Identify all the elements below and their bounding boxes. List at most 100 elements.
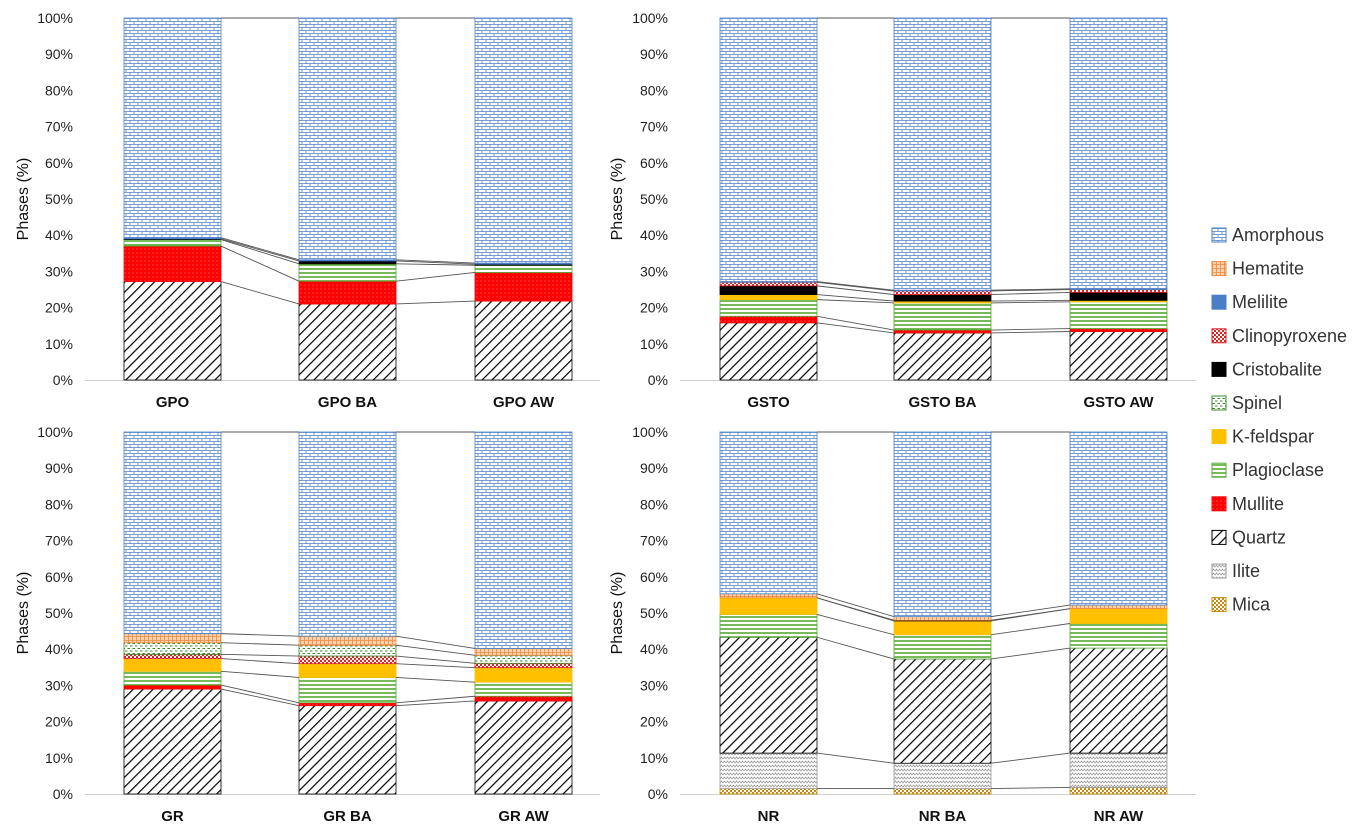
category-label: GSTO AW: [1083, 394, 1154, 411]
series-connector-line: [395, 655, 476, 664]
series-connector-line: [816, 299, 895, 304]
y-tick-label: 0%: [648, 786, 668, 802]
bar-segment-clinopyroxene: [298, 655, 397, 665]
legend-label: Mica: [1232, 595, 1271, 615]
series-connector-line: [990, 331, 1071, 334]
series-connector-line: [220, 245, 300, 282]
legend-label: K-feldspar: [1232, 427, 1314, 447]
series-connector-line: [990, 623, 1071, 636]
series-connector-line: [816, 315, 895, 331]
bar-segment-amorphous: [719, 431, 818, 595]
bar-segment-quartz: [474, 300, 573, 381]
bar-segment-plagioclase: [123, 239, 222, 247]
bar-segment-ilite: [893, 762, 992, 789]
series-connector-line: [816, 294, 895, 302]
bar-segment-spinel: [298, 644, 397, 657]
y-tick-label: 80%: [45, 496, 73, 512]
y-tick-label: 80%: [640, 496, 668, 512]
legend-swatch: [1211, 462, 1227, 478]
y-tick-label: 20%: [45, 714, 73, 730]
y-tick-label: 50%: [640, 605, 668, 621]
bar-segment-mullite: [893, 329, 992, 334]
legend-item-ilite: Ilite: [1211, 561, 1260, 581]
y-tick-label: 60%: [45, 155, 73, 171]
y-tick-label: 20%: [640, 714, 668, 730]
bar-segment-quartz: [123, 281, 222, 381]
bar-segment-plagioclase: [1069, 301, 1168, 329]
y-tick-label: 100%: [632, 10, 668, 26]
legend-item-quartz: Quartz: [1211, 527, 1286, 547]
series-connector-line: [816, 281, 895, 291]
bar-segment-quartz: [298, 303, 397, 381]
legend-item-amorphous: Amorphous: [1211, 225, 1324, 245]
bar-segment-plagioclase: [298, 677, 397, 704]
category-label: NR AW: [1094, 808, 1144, 825]
chart-panel-3: 0% 10% 20% 30% 40% 50% 60% 70% 80% 90% 100% Phases …: [15, 424, 600, 825]
bar-segment-plagioclase: [474, 681, 573, 697]
bar-segment-clinopyroxene: [893, 290, 992, 295]
legend-label: Plagioclase: [1232, 460, 1324, 480]
series-connector-line: [220, 281, 300, 305]
bar-segment-kfeldspar: [1069, 608, 1168, 624]
bar-segment-cristobalite: [893, 294, 992, 302]
y-tick-label: 40%: [640, 641, 668, 657]
legend-label: Spinel: [1232, 393, 1282, 413]
y-tick-label: 0%: [648, 372, 668, 388]
bar-segment-ilite: [719, 752, 818, 789]
series-connector-line: [990, 289, 1071, 292]
bar-segment-plagioclase: [719, 299, 818, 317]
legend-label: Hematite: [1232, 259, 1304, 279]
y-axis-label: Phases (%): [15, 572, 32, 655]
series-connector-line: [395, 635, 476, 649]
bar-segment-amorphous: [123, 17, 222, 239]
bar-segment-mullite: [298, 280, 397, 305]
category-label: GSTO BA: [908, 394, 976, 411]
bar-segment-plagioclase: [893, 302, 992, 331]
y-tick-label: 100%: [632, 424, 668, 440]
chart-panel-1: 0% 10% 20% 30% 40% 50% 60% 70% 80% 90% 100% Phases …: [15, 10, 600, 411]
legend-item-clinopyroxene: Clinopyroxene: [1211, 326, 1347, 346]
legend-label: Ilite: [1232, 561, 1260, 581]
legend-label: Amorphous: [1232, 225, 1324, 245]
y-tick-label: 10%: [640, 336, 668, 352]
legend-item-mica: Mica: [1211, 595, 1271, 615]
bar-segment-quartz: [893, 658, 992, 764]
category-label: GSTO: [747, 394, 790, 411]
y-axis-label: Phases (%): [609, 158, 626, 241]
bar-segment-amorphous: [123, 431, 222, 635]
bar-segment-quartz: [893, 332, 992, 381]
bar-segment-mica: [1069, 787, 1168, 795]
bar-segment-kfeldspar: [123, 658, 222, 672]
bar-segment-hematite: [298, 635, 397, 646]
bar-segment-clinopyroxene: [123, 653, 222, 660]
bar-segment-amorphous: [1069, 17, 1168, 290]
chart-panel-2: 0% 10% 20% 30% 40% 50% 60% 70% 80% 90% 100% Phases …: [609, 10, 1196, 411]
legend-swatch: [1211, 361, 1227, 377]
bar-segment-kfeldspar: [893, 620, 992, 636]
series-connector-line: [220, 688, 300, 707]
category-label: GPO: [156, 394, 190, 411]
y-tick-label: 70%: [45, 533, 73, 549]
series-connector-line: [990, 604, 1071, 618]
legend-label: Clinopyroxene: [1232, 326, 1347, 346]
legend-swatch: [1211, 563, 1227, 579]
legend-item-spinel: Spinel: [1211, 393, 1282, 413]
legend-item-cristobalite: Cristobalite: [1211, 359, 1322, 379]
series-connector-line: [816, 597, 895, 621]
legend-swatch: [1211, 529, 1227, 545]
y-tick-label: 90%: [45, 46, 73, 62]
y-tick-label: 100%: [37, 10, 73, 26]
y-tick-label: 20%: [640, 300, 668, 316]
series-connector-line: [395, 700, 476, 707]
bar-segment-plagioclase: [1069, 623, 1168, 649]
legend-swatch: [1211, 496, 1227, 512]
legend-swatch: [1211, 395, 1227, 411]
series-connector-line: [990, 288, 1071, 291]
y-axis-label: Phases (%): [609, 572, 626, 655]
category-label: GR: [161, 808, 184, 825]
bar-segment-plagioclase: [893, 634, 992, 660]
bar-segment-clinopyroxene: [719, 281, 818, 287]
legend-label: Cristobalite: [1232, 359, 1322, 379]
bar-segment-mullite: [1069, 328, 1168, 332]
series-connector-line: [395, 695, 476, 704]
